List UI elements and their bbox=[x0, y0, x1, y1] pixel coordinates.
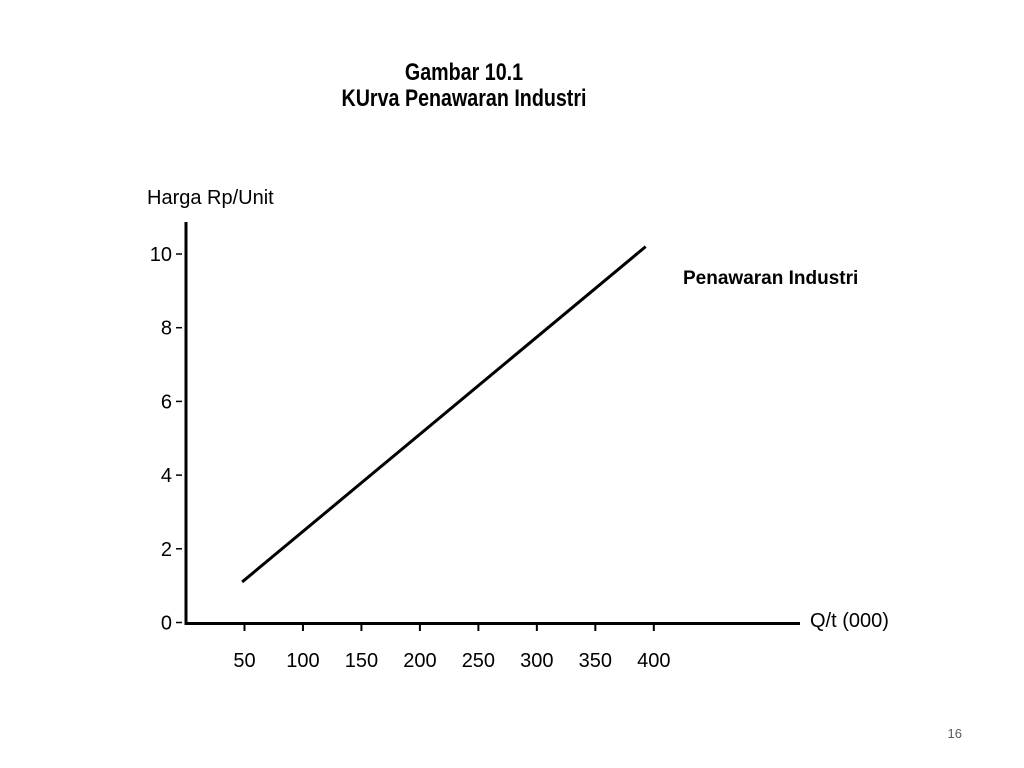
supply-curve-line bbox=[241, 245, 647, 584]
supply-curve-label: Penawaran Industri bbox=[683, 268, 858, 289]
chart-title-line-1: Gambar 10.1 bbox=[404, 59, 524, 86]
x-axis-label: Q/t (000) bbox=[810, 610, 889, 632]
series-group: Penawaran Industri bbox=[241, 245, 858, 584]
y-tick-label: 10 bbox=[150, 244, 172, 266]
y-tick-label: 2 bbox=[161, 539, 172, 561]
chart-title-line-2: KUrva Penawaran Industri bbox=[341, 85, 587, 112]
slide-page-number: 16 bbox=[947, 726, 962, 741]
y-tick-group: 0 2 4 6 8 10 bbox=[150, 244, 182, 635]
y-tick-label: 0 bbox=[161, 613, 172, 635]
x-tick-label: 150 bbox=[345, 650, 378, 672]
x-tick-label: 100 bbox=[286, 650, 319, 672]
y-tick-label: 4 bbox=[161, 465, 172, 487]
chart-title: Gambar 10.1 KUrva Penawaran Industri bbox=[84, 60, 845, 112]
y-axis-label: Harga Rp/Unit bbox=[147, 187, 274, 209]
y-tick-label: 8 bbox=[161, 318, 172, 340]
x-tick-label: 250 bbox=[462, 650, 495, 672]
x-tick-label: 200 bbox=[403, 650, 436, 672]
x-tick-group: 50 100 150 200 250 300 350 400 bbox=[233, 623, 670, 672]
x-tick-label: 300 bbox=[520, 650, 553, 672]
y-tick-label: 6 bbox=[161, 391, 172, 413]
x-tick-label: 350 bbox=[579, 650, 612, 672]
x-tick-label: 400 bbox=[637, 650, 670, 672]
x-tick-label: 50 bbox=[233, 650, 255, 672]
